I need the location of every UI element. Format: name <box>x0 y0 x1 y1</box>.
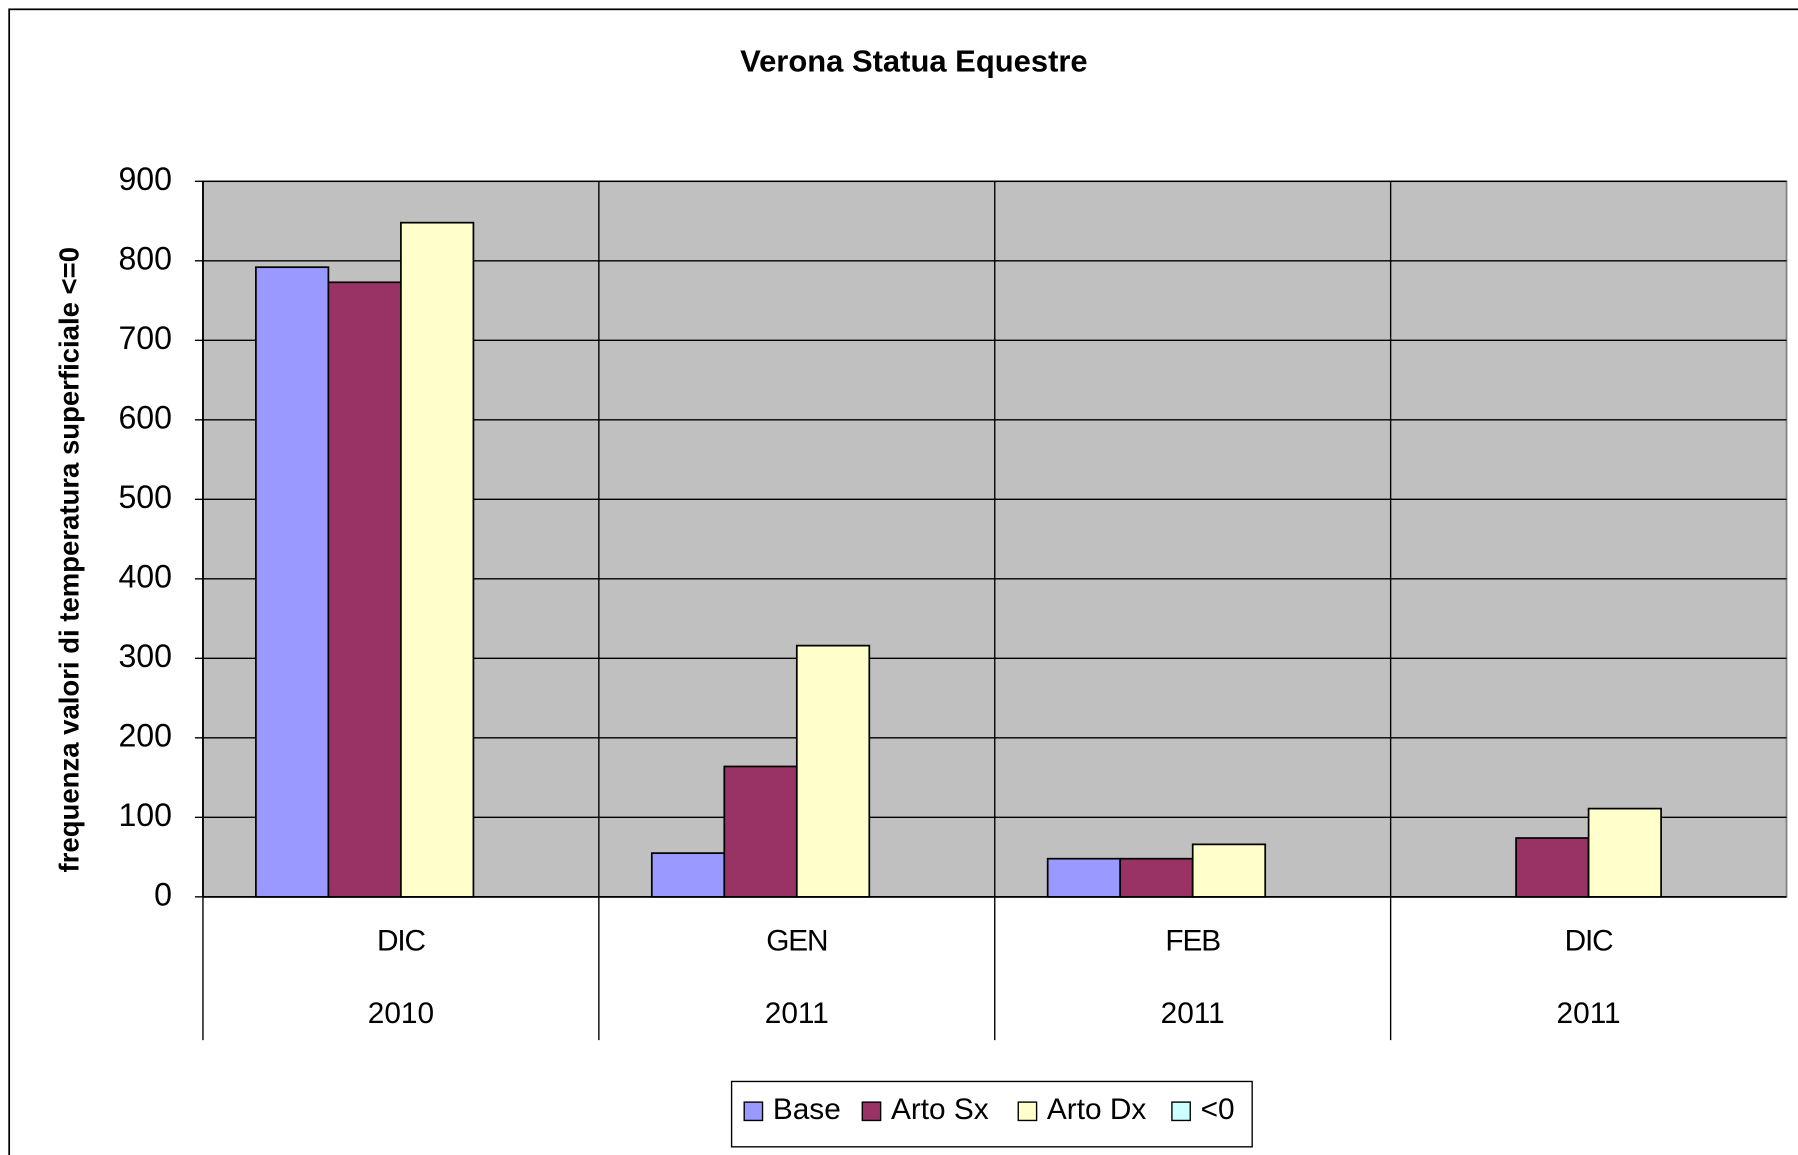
y-tick-label: 900 <box>118 161 172 197</box>
x-group-label: 2011 <box>1161 997 1225 1030</box>
x-tick-label: GEN <box>766 925 827 958</box>
legend-swatch <box>1017 1101 1038 1122</box>
y-tick-label: 0 <box>154 876 172 912</box>
x-tick-label: DIC <box>1565 925 1614 958</box>
y-tick-label: 700 <box>118 320 172 356</box>
legend-box <box>730 1080 1253 1148</box>
bar <box>1119 857 1194 898</box>
bar <box>650 852 726 898</box>
x-group-label: 2011 <box>765 997 829 1030</box>
chart-title: Verona Statua Equestre <box>740 43 1087 78</box>
bar <box>255 266 330 898</box>
legend-swatch <box>743 1101 764 1122</box>
y-tick-label: 600 <box>118 399 172 435</box>
bar <box>1191 843 1267 898</box>
legend-label: <0 <box>1201 1093 1235 1126</box>
bar <box>1515 837 1590 898</box>
y-tick-label: 500 <box>118 479 172 515</box>
legend-label: Arto Sx <box>891 1093 989 1126</box>
y-axis-label: frequenza valori di temperatura superfic… <box>53 247 84 872</box>
x-group-label: 2011 <box>1557 997 1621 1030</box>
legend-label: Base <box>773 1093 841 1126</box>
x-tick-label: DIC <box>377 925 426 958</box>
bar <box>723 765 798 898</box>
y-tick-label: 800 <box>118 240 172 276</box>
legend-swatch <box>1171 1101 1191 1122</box>
legend-label: Arto Dx <box>1047 1093 1146 1126</box>
legend-swatch <box>861 1101 882 1122</box>
bar <box>327 281 402 898</box>
y-tick-label: 200 <box>118 717 172 753</box>
bar <box>1587 807 1662 898</box>
bar <box>400 221 475 898</box>
bar <box>795 644 871 898</box>
x-tick-label: FEB <box>1165 925 1220 958</box>
y-tick-label: 300 <box>118 638 172 674</box>
y-tick-label: 400 <box>118 558 172 594</box>
y-tick-label: 100 <box>118 797 172 833</box>
x-group-label: 2010 <box>368 997 434 1030</box>
bar <box>1046 857 1122 898</box>
